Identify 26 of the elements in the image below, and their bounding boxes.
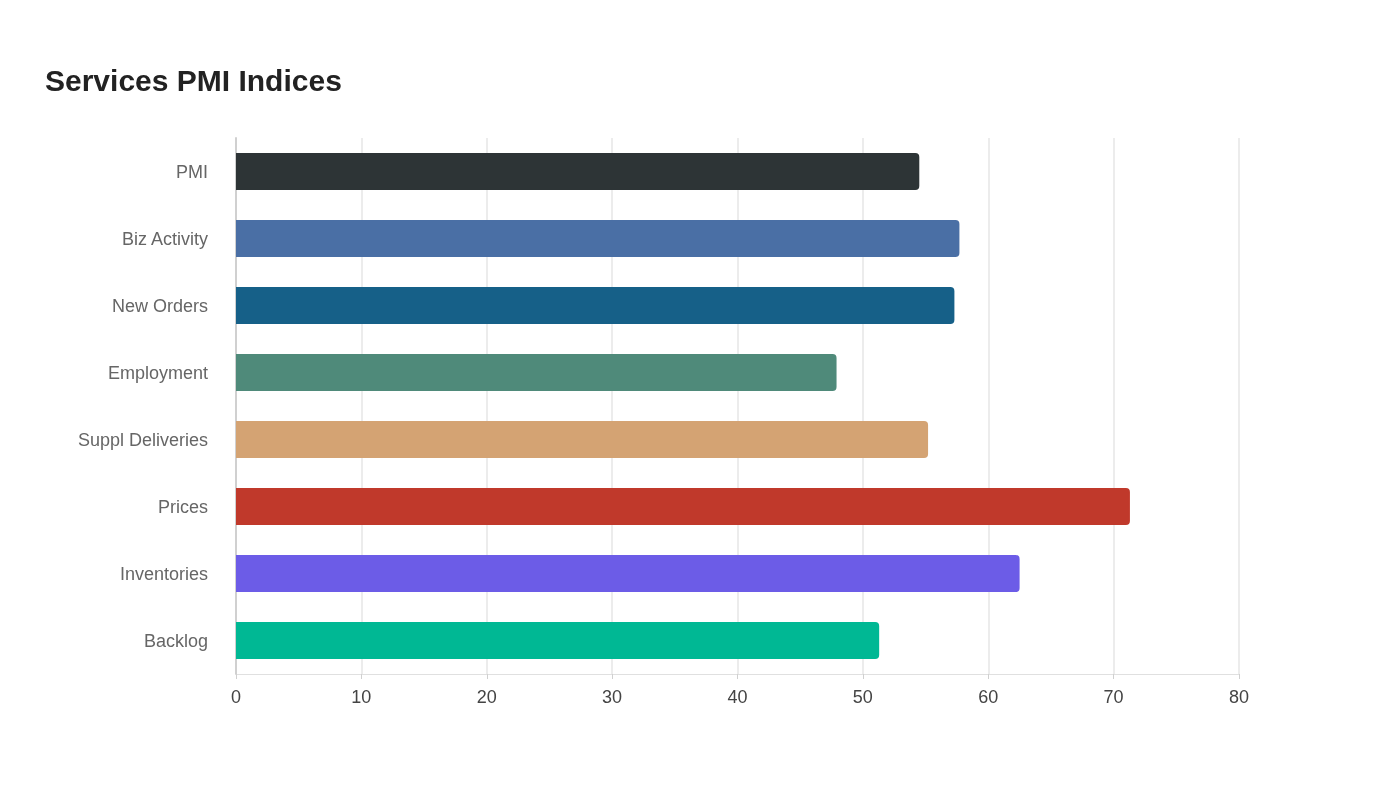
y-tick-label: Biz Activity bbox=[121, 228, 208, 249]
bar bbox=[236, 220, 960, 257]
y-tick-label: Suppl Deliveries bbox=[77, 429, 208, 450]
x-tick-label: 60 bbox=[978, 687, 999, 707]
x-tick-label: 20 bbox=[476, 687, 497, 707]
bar bbox=[236, 354, 837, 391]
bar bbox=[236, 555, 1020, 592]
y-tick-label: Prices bbox=[157, 496, 208, 517]
x-tick-label: 10 bbox=[351, 687, 372, 707]
bar bbox=[236, 488, 1130, 525]
chart-title: Services PMI Indices bbox=[45, 63, 342, 97]
bar bbox=[236, 622, 880, 659]
y-tick-label: PMI bbox=[175, 161, 208, 182]
x-tick-label: 0 bbox=[230, 687, 242, 707]
bar bbox=[236, 153, 920, 190]
y-tick-label: Inventories bbox=[119, 563, 208, 584]
y-tick-label: Employment bbox=[107, 362, 208, 383]
x-tick-label: 50 bbox=[852, 687, 873, 707]
bar bbox=[236, 287, 955, 324]
x-tick-label: 40 bbox=[727, 687, 748, 707]
x-tick-label: 80 bbox=[1228, 687, 1250, 707]
bar bbox=[236, 421, 929, 458]
y-tick-label: Backlog bbox=[143, 630, 208, 651]
x-tick-label: 30 bbox=[602, 687, 623, 707]
x-tick-label: 70 bbox=[1103, 687, 1124, 707]
y-tick-label: New Orders bbox=[111, 295, 208, 316]
